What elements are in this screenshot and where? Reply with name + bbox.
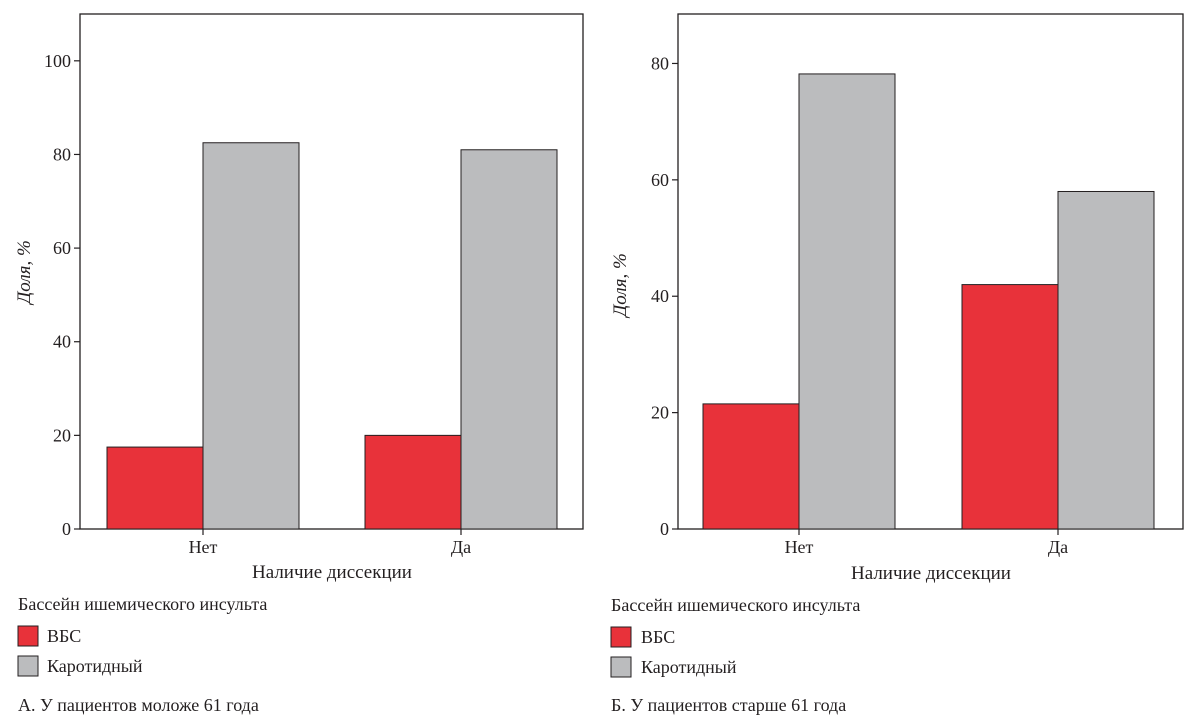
legend-swatch-carotid-a bbox=[17, 655, 39, 677]
panel-caption-a: А. У пациентов моложе 61 года bbox=[18, 695, 259, 715]
x-axis-b: Нет Да bbox=[785, 529, 1068, 557]
y-tick-label-b-0: 0 bbox=[660, 519, 669, 539]
legend-swatch-carotid-b bbox=[610, 656, 632, 678]
y-tick-label-a-20: 20 bbox=[53, 425, 71, 445]
y-tick-label-a-80: 80 bbox=[53, 144, 71, 164]
y-tick-label-a-40: 40 bbox=[53, 332, 71, 352]
y-axis-label-a: Доля, % bbox=[14, 240, 35, 306]
x-axis-label-a: Наличие диссекции bbox=[252, 562, 412, 583]
y-axis-a: 0 20 40 60 80 100 bbox=[44, 51, 80, 539]
y-tick-label-a-100: 100 bbox=[44, 51, 71, 71]
y-tick-label-b-60: 60 bbox=[651, 170, 669, 190]
panel-caption-b: Б. У пациентов старше 61 года bbox=[611, 695, 846, 715]
legend-title-a: Бассейн ишемического инсульта bbox=[18, 594, 267, 614]
y-tick-label-b-40: 40 bbox=[651, 286, 669, 306]
bar-b-carotid-no bbox=[798, 73, 896, 530]
bars-group-b bbox=[702, 73, 1155, 530]
plot-frame-b bbox=[677, 13, 1184, 530]
x-tick-label-a-1: Да bbox=[451, 537, 471, 557]
bars-group-a bbox=[106, 142, 558, 530]
y-tick-label-a-60: 60 bbox=[53, 238, 71, 258]
y-tick-label-b-20: 20 bbox=[651, 403, 669, 423]
legend-swatch-vbs-b bbox=[610, 626, 632, 648]
chart-panel-a: 0 20 40 60 80 100 Нет Да Доля, % Наличие диссе… bbox=[14, 13, 584, 715]
chart-panel-b: 0 20 40 60 80 Нет Да Доля, % Наличие диссекци… bbox=[610, 13, 1184, 715]
bar-a-carotid-no bbox=[202, 142, 300, 530]
bar-b-vbs-yes bbox=[961, 284, 1059, 530]
legend-swatch-vbs-a bbox=[17, 625, 39, 647]
y-tick-label-a-0: 0 bbox=[62, 519, 71, 539]
y-axis-b: 0 20 40 60 80 bbox=[651, 53, 678, 539]
y-tick-label-b-80: 80 bbox=[651, 53, 669, 73]
legend-label-vbs-a: ВБС bbox=[47, 626, 81, 646]
x-axis-label-b: Наличие диссекции bbox=[851, 563, 1011, 584]
bar-a-carotid-yes bbox=[460, 149, 558, 530]
x-tick-label-b-1: Да bbox=[1048, 537, 1068, 557]
legend-label-carotid-b: Каротидный bbox=[641, 657, 737, 677]
bar-b-vbs-no bbox=[702, 403, 800, 530]
x-tick-label-b-0: Нет bbox=[785, 537, 814, 557]
plot-frame-a bbox=[79, 13, 584, 530]
x-axis-a: Нет Да bbox=[189, 529, 471, 557]
x-tick-label-a-0: Нет bbox=[189, 537, 218, 557]
y-axis-label-b: Доля, % bbox=[610, 253, 631, 319]
legend-title-b: Бассейн ишемического инсульта bbox=[611, 595, 860, 615]
legend-label-vbs-b: ВБС bbox=[641, 627, 675, 647]
bar-a-vbs-no bbox=[106, 446, 204, 530]
bar-b-carotid-yes bbox=[1057, 190, 1155, 530]
legend-label-carotid-a: Каротидный bbox=[47, 656, 143, 676]
bar-a-vbs-yes bbox=[364, 434, 462, 530]
